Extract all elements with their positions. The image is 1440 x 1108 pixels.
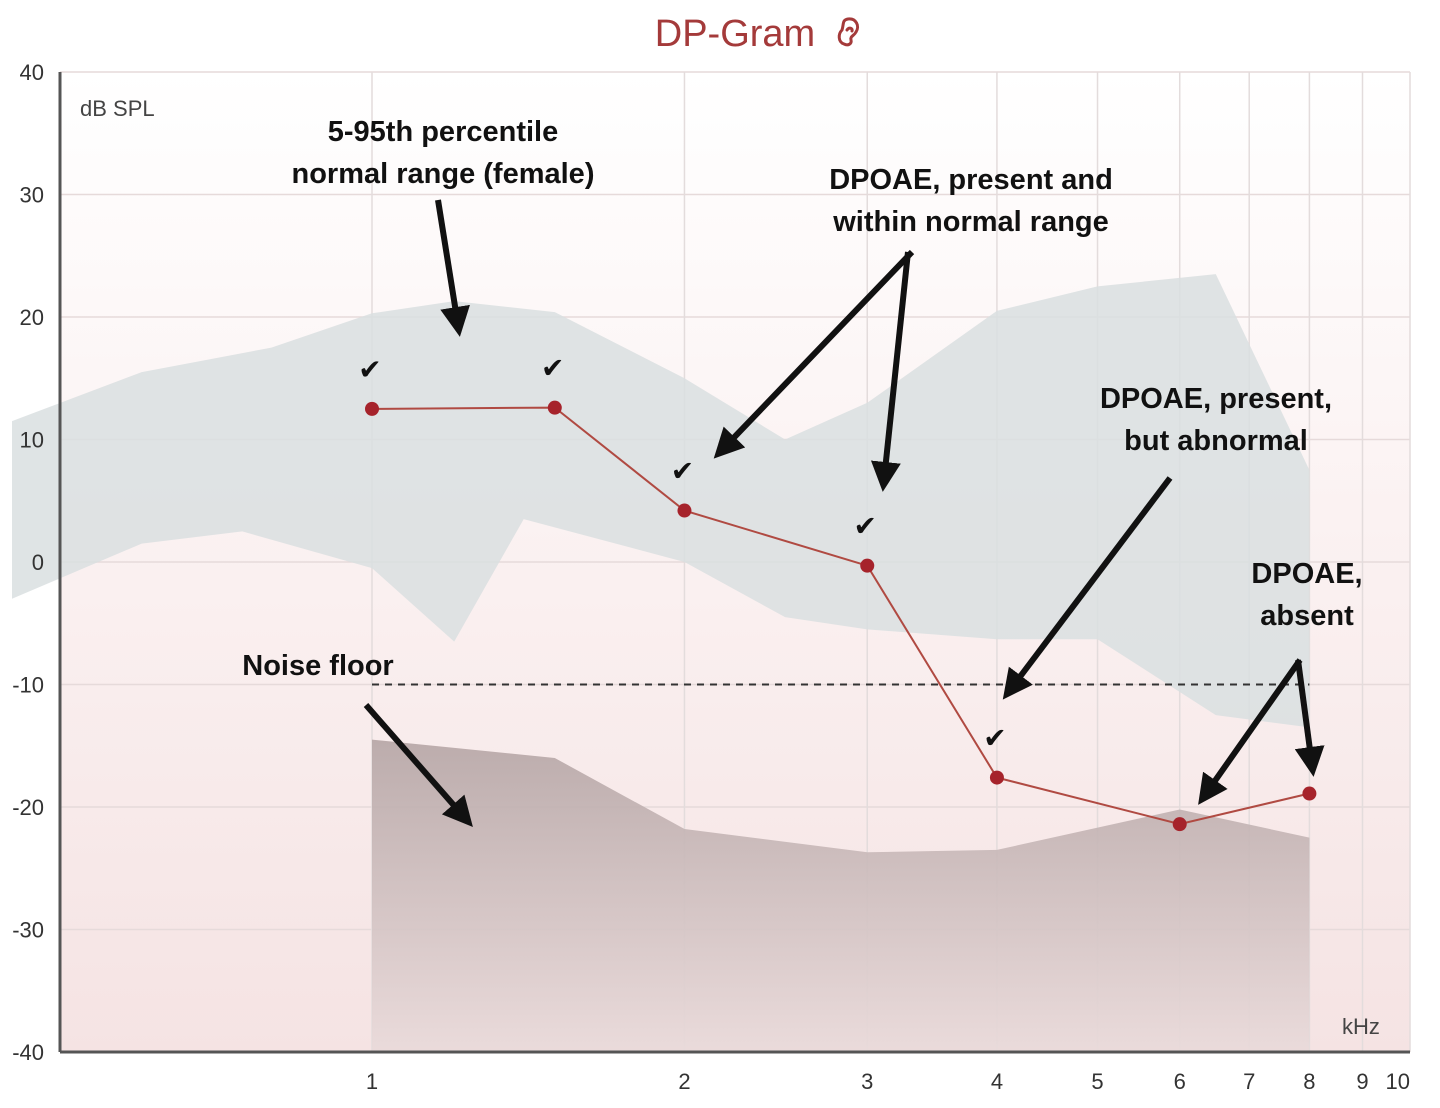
annotation-absent: DPOAE, absent — [1251, 558, 1362, 632]
annotation-range: 5-95th percentile normal range (female) — [292, 116, 595, 190]
ear-icon — [837, 17, 860, 47]
x-tick-label: 9 — [1356, 1069, 1368, 1094]
x-tick-label: 10 — [1386, 1069, 1410, 1094]
annotation-abnormal: DPOAE, present, but abnormal — [1100, 383, 1332, 457]
y-tick-label: 10 — [20, 428, 44, 453]
x-tick-label: 2 — [678, 1069, 690, 1094]
tick-labels: 40 30 20 10 0 -10 -20 -30 -40 1 2 3 4 5 6 7 8 9 10 — [12, 60, 1410, 1094]
y-tick-label: 0 — [32, 550, 44, 575]
annotations: 5-95th percentile normal range (female) DP… — [242, 116, 1362, 682]
annotation-line: but abnormal — [1124, 425, 1308, 457]
x-tick-label: 1 — [366, 1069, 378, 1094]
x-tick-label: 7 — [1243, 1069, 1255, 1094]
x-axis-unit-label: kHz — [1342, 1014, 1380, 1039]
y-axis-unit-label: dB SPL — [80, 96, 155, 121]
x-tick-label: 8 — [1303, 1069, 1315, 1094]
dpoae-series: ✔ ✔ ✔ ✔ ✔ — [358, 352, 1317, 832]
annotation-arrow — [713, 249, 915, 459]
x-tick-label: 6 — [1174, 1069, 1186, 1094]
y-tick-label: -40 — [12, 1040, 44, 1065]
y-tick-label: 30 — [20, 183, 44, 208]
checkmark-icon: ✔ — [358, 353, 381, 386]
chart-header: DP-Gram — [655, 13, 860, 55]
annotation-line: Noise floor — [242, 650, 393, 682]
checkmark-icon: ✔ — [983, 722, 1006, 755]
dpoae-point — [365, 401, 379, 416]
dpoae-point — [1302, 786, 1317, 801]
dpoae-point — [989, 770, 1004, 785]
annotation-line: DPOAE, present, — [1100, 383, 1332, 415]
dpoae-point — [860, 558, 875, 573]
annotation-arrow — [435, 199, 470, 337]
checkmark-icon: ✔ — [671, 455, 694, 488]
x-tick-label: 3 — [861, 1069, 873, 1094]
annotation-arrow — [870, 251, 911, 492]
dpoae-point — [1172, 817, 1187, 832]
checkmark-icon: ✔ — [854, 510, 877, 543]
annotation-line: DPOAE, present and — [829, 164, 1113, 196]
x-tick-label: 5 — [1091, 1069, 1103, 1094]
annotation-noise: Noise floor — [242, 650, 393, 682]
axes — [58, 72, 1410, 1054]
noise-floor-area — [372, 739, 1310, 1052]
annotation-line: within normal range — [832, 206, 1109, 238]
annotation-arrow — [1198, 658, 1303, 805]
y-tick-label: -20 — [12, 795, 44, 820]
normal-range-band — [12, 274, 1310, 728]
y-tick-label: -30 — [12, 918, 44, 943]
annotation-arrow — [363, 703, 473, 828]
shaded-areas — [12, 274, 1310, 1052]
annotation-arrow — [1294, 659, 1325, 777]
annotation-line: normal range (female) — [292, 158, 595, 190]
chart-title: DP-Gram — [655, 13, 815, 55]
annotation-line: absent — [1260, 600, 1354, 632]
annotation-arrow — [1002, 476, 1173, 700]
y-tick-label: 20 — [20, 305, 44, 330]
dpoae-point — [677, 503, 692, 518]
annotation-line: DPOAE, — [1251, 558, 1362, 590]
annotation-line: 5-95th percentile — [328, 116, 558, 148]
x-tick-label: 4 — [991, 1069, 1003, 1094]
checkmark-icon: ✔ — [541, 352, 564, 385]
annotation-arrows — [363, 199, 1325, 828]
y-tick-label: -10 — [12, 673, 44, 698]
y-tick-label: 40 — [20, 60, 44, 85]
dpoae-point — [547, 400, 562, 415]
annotation-present: DPOAE, present and within normal range — [829, 164, 1113, 238]
